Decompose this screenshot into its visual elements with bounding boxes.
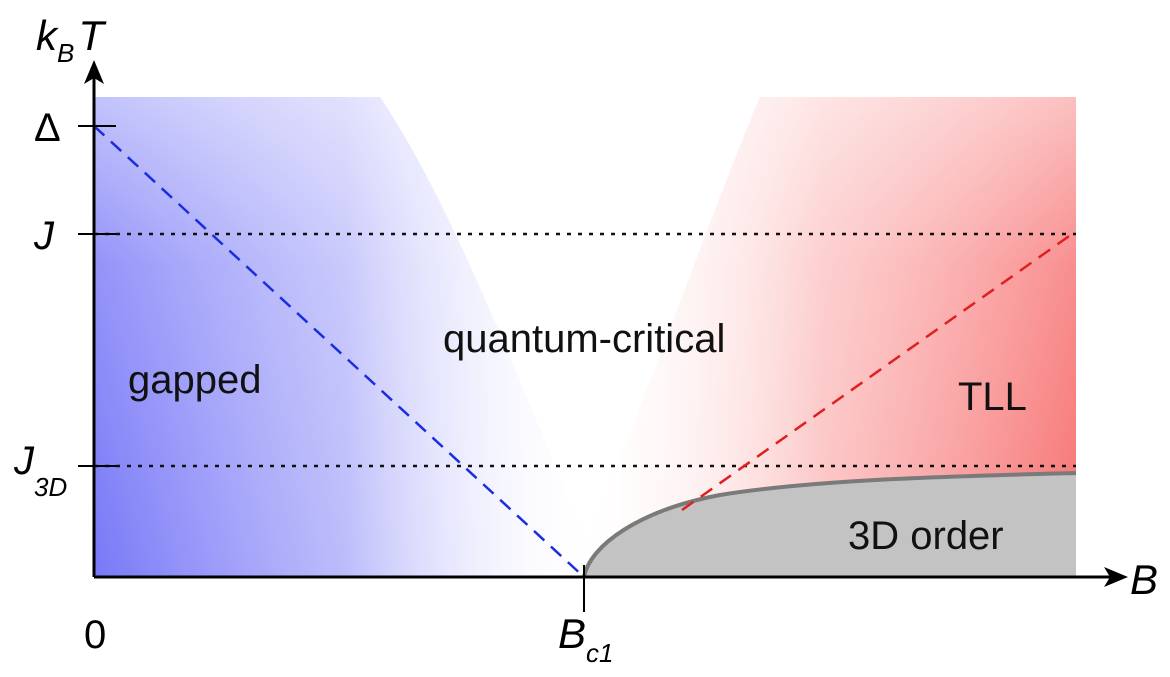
x-axis-arrow-icon <box>1104 567 1128 587</box>
quantum-critical-label: quantum-critical <box>443 317 725 361</box>
y-axis-label-sub: B <box>57 38 74 68</box>
phase-regions <box>94 97 1076 577</box>
y-axis-label-k: k <box>36 12 59 59</box>
j3d-tick-label: J3D <box>13 439 67 502</box>
tll-label: TLL <box>958 375 1027 419</box>
gap-crossover-line <box>93 125 585 578</box>
y-axis-label: kBT <box>36 12 107 68</box>
gapped-label: gapped <box>128 358 261 402</box>
x-axis-label: B <box>1130 556 1158 603</box>
bc1-tick-sub: c1 <box>586 638 613 668</box>
delta-tick-label: Δ <box>34 106 61 150</box>
y-axis-label-t: T <box>78 12 107 59</box>
order-boundary <box>582 471 1076 577</box>
j3d-tick-sub: 3D <box>34 472 67 502</box>
tll-crossover-line <box>681 232 1073 512</box>
origin-label: 0 <box>84 613 106 657</box>
order-label: 3D order <box>848 514 1004 558</box>
bc1-tick-label: Bc1 <box>558 610 613 668</box>
j3d-tick-main: J <box>13 439 35 483</box>
bc1-tick-main: B <box>558 610 586 657</box>
y-axis-arrow-icon <box>84 60 104 84</box>
j-tick-label: J <box>33 214 55 258</box>
